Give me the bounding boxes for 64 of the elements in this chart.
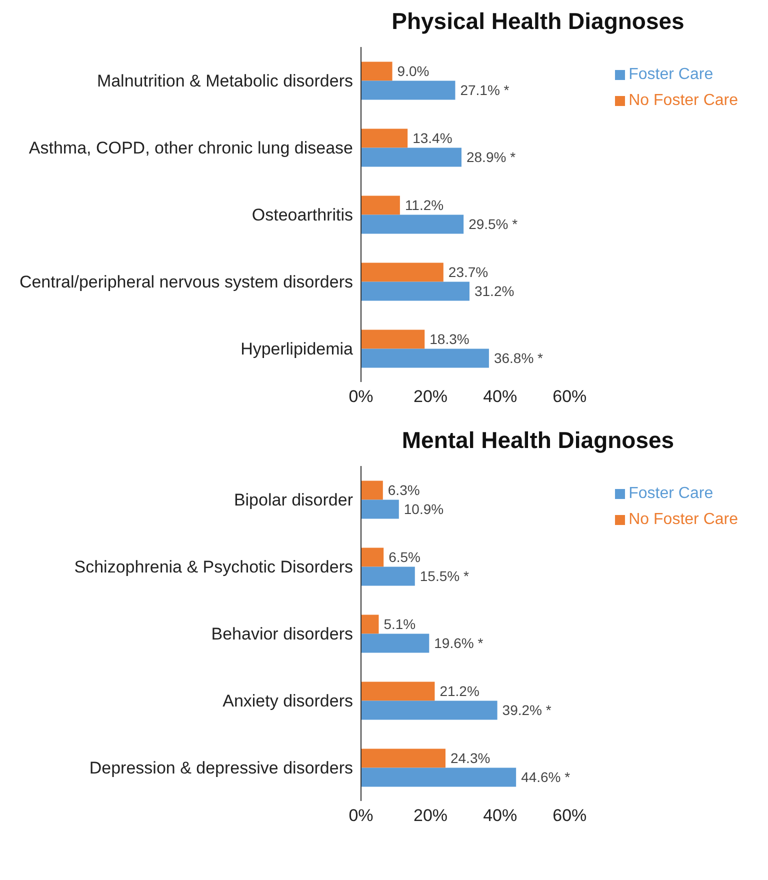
bar bbox=[361, 214, 464, 234]
data-label: 13.4% bbox=[412, 130, 452, 146]
y-tick-label: Malnutrition & Metabolic disorders bbox=[96, 72, 353, 91]
bar bbox=[361, 262, 444, 282]
bar bbox=[361, 480, 383, 500]
data-label: 11.2% bbox=[404, 197, 444, 214]
data-label: 19.6% * bbox=[434, 635, 484, 652]
x-tick-label: 0% bbox=[348, 806, 374, 826]
bar bbox=[361, 282, 470, 301]
data-label: 9.0% bbox=[397, 63, 430, 80]
chart-title: Physical Health Diagnoses bbox=[390, 8, 686, 36]
data-label: 15.5% * bbox=[420, 568, 470, 584]
bar bbox=[361, 548, 384, 567]
bar bbox=[361, 768, 516, 787]
bar bbox=[361, 330, 425, 349]
y-tick-label: Anxiety disorders bbox=[222, 692, 353, 711]
bar bbox=[361, 682, 435, 701]
bar bbox=[361, 148, 462, 167]
bar bbox=[361, 614, 379, 634]
bar bbox=[361, 128, 408, 148]
x-tick-label: 40% bbox=[483, 387, 518, 406]
y-tick-label: Depression & depressive disorders bbox=[89, 758, 353, 778]
data-label: 18.3% bbox=[430, 331, 470, 348]
x-tick-label: 20% bbox=[414, 806, 448, 826]
x-tick-label: 60% bbox=[552, 806, 587, 826]
y-tick-label: Asthma, COPD, other chronic lung disease bbox=[28, 138, 353, 158]
bar bbox=[361, 62, 392, 81]
data-label: 44.6% * bbox=[521, 769, 571, 786]
y-tick-label: Hyperlipidemia bbox=[240, 340, 354, 359]
x-tick-label: 40% bbox=[483, 806, 518, 826]
data-label: 28.9% * bbox=[466, 149, 516, 166]
data-label: 39.2% * bbox=[502, 702, 552, 718]
bar bbox=[361, 700, 498, 720]
bar bbox=[361, 634, 430, 653]
bar bbox=[361, 196, 400, 215]
data-label: 21.2% bbox=[440, 683, 480, 700]
data-label: 27.1% * bbox=[460, 82, 510, 98]
legend-label: Foster Care bbox=[628, 66, 714, 83]
data-label: 6.5% bbox=[388, 549, 421, 566]
data-label: 29.5% * bbox=[468, 216, 518, 232]
legend-label: No Foster Care bbox=[628, 511, 738, 528]
x-tick-label: 60% bbox=[552, 387, 587, 406]
legend-label: Foster Care bbox=[628, 485, 714, 502]
data-label: 24.3% bbox=[450, 750, 490, 766]
bar bbox=[361, 748, 446, 768]
y-tick-label: Central/peripheral nervous system disorders bbox=[19, 272, 353, 292]
data-label: 10.9% bbox=[404, 501, 444, 518]
y-tick-label: Osteoarthritis bbox=[252, 206, 353, 225]
x-tick-label: 20% bbox=[414, 387, 448, 406]
data-label: 31.2% bbox=[474, 283, 514, 300]
y-tick-label: Bipolar disorder bbox=[234, 490, 354, 510]
chart-title: Mental Health Diagnoses bbox=[400, 427, 676, 455]
y-tick-label: Behavior disorders bbox=[211, 624, 353, 644]
data-label: 5.1% bbox=[384, 616, 416, 632]
y-tick-label: Schizophrenia & Psychotic Disorders bbox=[74, 558, 353, 577]
bar bbox=[361, 80, 456, 100]
x-tick-label: 0% bbox=[348, 387, 374, 406]
data-label: 23.7% bbox=[448, 264, 488, 280]
bar bbox=[361, 566, 415, 586]
bar bbox=[361, 500, 399, 519]
legend-label: No Foster Care bbox=[628, 92, 738, 109]
data-label: 6.3% bbox=[388, 482, 420, 498]
data-label: 36.8% * bbox=[494, 350, 544, 366]
bar bbox=[361, 348, 489, 368]
